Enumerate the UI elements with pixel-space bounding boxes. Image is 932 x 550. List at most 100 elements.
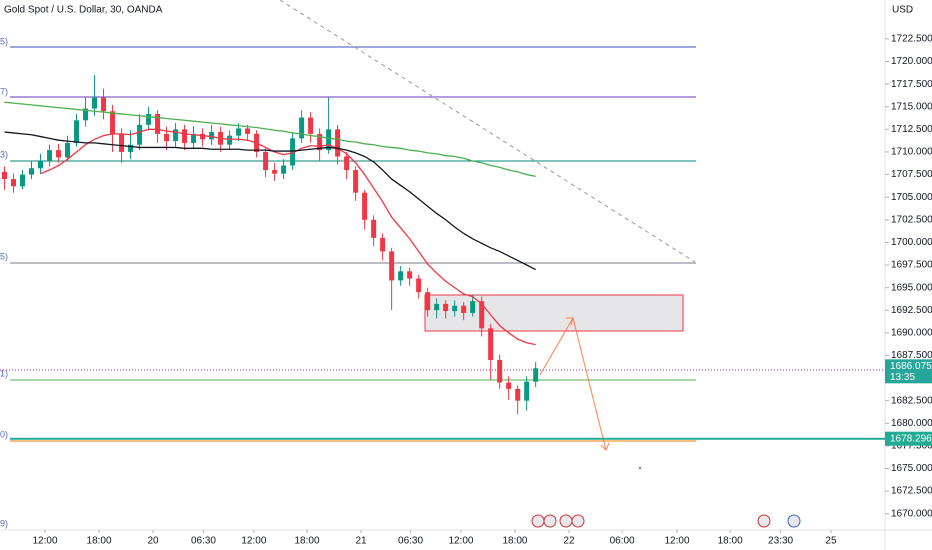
- candle-body: [74, 120, 80, 143]
- candle-body: [371, 219, 377, 238]
- moving-average: [4, 131, 536, 271]
- candle-body: [65, 142, 71, 158]
- y-tick-label: 1695.000: [891, 282, 932, 293]
- x-tick-label: 06:30: [191, 536, 216, 547]
- x-tick-label: 20: [147, 536, 159, 547]
- candle-body: [173, 129, 179, 142]
- candle-body: [317, 133, 323, 151]
- candle-body: [263, 151, 269, 171]
- candle-body: [191, 133, 197, 143]
- price-badge-label: 1686.075: [890, 361, 932, 372]
- candle-body: [2, 171, 8, 180]
- candle-body: [245, 128, 251, 134]
- y-tick-label: 1677.500: [891, 441, 932, 452]
- candle-body: [83, 108, 89, 121]
- y-tick-label: 1687.500: [891, 350, 932, 361]
- candle-body: [47, 150, 53, 161]
- candle-body: [344, 156, 350, 171]
- y-tick-label: 1675.000: [891, 463, 932, 474]
- y-tick-label: 1722.500: [891, 34, 932, 45]
- candle-body: [443, 303, 449, 312]
- level-label: 9): [0, 518, 8, 528]
- candle-body: [326, 129, 332, 151]
- candle-body: [236, 128, 242, 136]
- candle-body: [479, 301, 485, 329]
- level-badge: [885, 431, 932, 446]
- moving-average: [4, 101, 536, 178]
- y-tick-label: 1710.000: [891, 147, 932, 158]
- x-tick-label: 25: [825, 536, 837, 547]
- candle-body: [20, 174, 26, 187]
- level-label: 5): [0, 251, 8, 261]
- x-tick-label: 18:00: [294, 536, 319, 547]
- candle-body: [335, 129, 341, 157]
- y-tick-label: 1712.500: [891, 124, 932, 135]
- level-label: 0): [0, 429, 8, 439]
- x-tick-label: 23:30: [768, 536, 793, 547]
- candle-body: [425, 292, 431, 311]
- y-tick-label: 1690.000: [891, 327, 932, 338]
- y-tick-label: 1715.000: [891, 101, 932, 112]
- candle-body: [506, 382, 512, 389]
- candle-body: [119, 133, 125, 152]
- candle-body: [110, 111, 116, 134]
- y-tick-label: 1717.500: [891, 79, 932, 90]
- y-tick-label: 1720.000: [891, 56, 932, 67]
- price-badge: [885, 359, 932, 384]
- candle-body: [182, 129, 188, 143]
- countdown: 13:35: [890, 372, 915, 383]
- candle-body: [56, 150, 62, 158]
- drawings: [0, 0, 885, 531]
- candle-body: [461, 305, 467, 313]
- candle-body: [290, 138, 296, 166]
- candle-body: [533, 368, 539, 382]
- x-tick-label: 06:30: [398, 536, 423, 547]
- candle-body: [452, 305, 458, 312]
- y-tick-label: 1670.000: [891, 508, 932, 519]
- candle-body: [92, 97, 98, 109]
- candle-body: [407, 271, 413, 279]
- x-tick-label: 12:00: [665, 536, 690, 547]
- candle-body: [38, 160, 44, 169]
- currency: USD: [892, 5, 913, 16]
- level-label: 1): [0, 368, 8, 378]
- candle-body: [11, 179, 17, 187]
- x-tick-label: 18:00: [718, 536, 743, 547]
- candle-body: [101, 97, 107, 112]
- candle-body: [434, 303, 440, 311]
- x-tick-label: 12:00: [241, 536, 266, 547]
- candle-body: [146, 113, 152, 125]
- candle-body: [488, 328, 494, 360]
- x-tick-label: 22: [563, 536, 575, 547]
- y-tick-label: 1682.500: [891, 395, 932, 406]
- candle-body: [272, 170, 278, 174]
- candle-body: [137, 124, 143, 145]
- y-tick-label: 1707.500: [891, 169, 932, 180]
- x-tick-label: 12:00: [448, 536, 473, 547]
- x-tick-label: 18:00: [502, 536, 527, 547]
- x-tick-label: 18:00: [87, 536, 112, 547]
- candle-body: [227, 135, 233, 145]
- candle-body: [299, 117, 305, 139]
- y-tick-label: 1705.000: [891, 192, 932, 203]
- candle-body: [380, 237, 386, 252]
- y-tick-label: 1692.500: [891, 305, 932, 316]
- chart-title: Gold Spot / U.S. Dollar, 30, OANDA: [4, 5, 163, 16]
- candle-body: [497, 359, 503, 383]
- moving-average: [40, 128, 536, 346]
- candle-body: [164, 133, 170, 142]
- event-flags[interactable]: [531, 514, 801, 528]
- level-label: 7): [0, 86, 8, 96]
- candle-body: [29, 168, 35, 175]
- candle-body: [416, 278, 422, 293]
- candle-body: [389, 251, 395, 281]
- candle-body: [515, 388, 521, 401]
- candle-body: [353, 170, 359, 193]
- candle-body: [128, 144, 134, 152]
- y-tick-label: 1680.000: [891, 418, 932, 429]
- x-tick-label: 06:00: [610, 536, 635, 547]
- level-badge-label: 1678.296: [890, 433, 932, 444]
- candle-body: [398, 271, 404, 281]
- x-tick-label: 12:00: [32, 536, 57, 547]
